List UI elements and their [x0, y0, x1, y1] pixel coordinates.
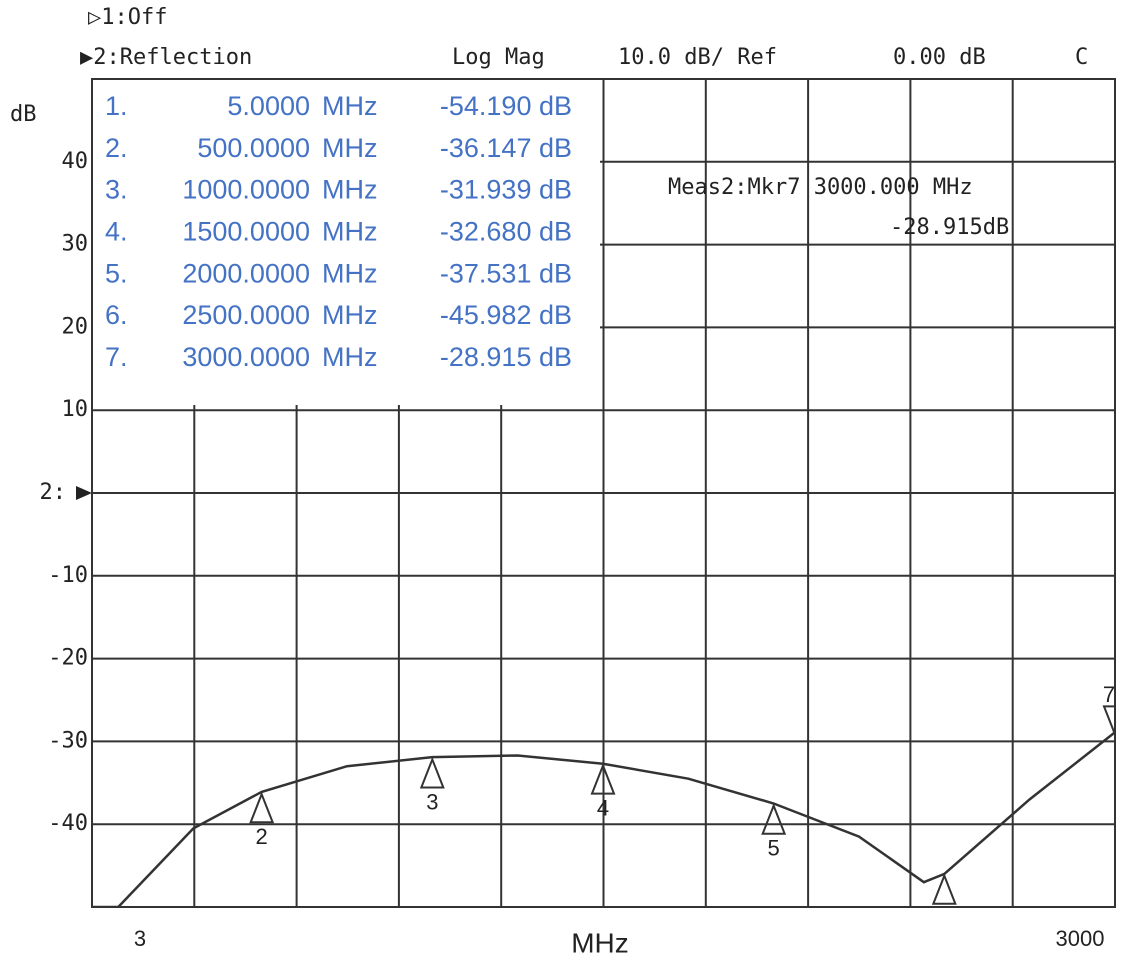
marker: [931, 872, 957, 905]
marker: [761, 803, 787, 835]
row-index: 1.: [105, 91, 128, 121]
row-index: 2.: [105, 133, 128, 163]
row-freq: 1500.0000: [182, 217, 310, 247]
x-tick-label: 3000: [1056, 926, 1105, 951]
row-level: -31.939 dB: [440, 175, 572, 205]
y-tick-label: -40: [48, 811, 88, 836]
marker: [249, 791, 275, 824]
format: Log Mag: [452, 45, 545, 70]
row-freq: 5.0000: [227, 91, 310, 121]
row-level: -28.915 dB: [440, 342, 572, 372]
row-unit: MHz: [322, 300, 378, 330]
trace1: ▷1:Off: [88, 5, 167, 30]
marker: [419, 756, 445, 789]
readout: Meas2:Mkr7 3000.000 MHz: [668, 175, 973, 200]
row-unit: MHz: [322, 91, 378, 121]
row-index: 5.: [105, 258, 128, 288]
marker-id: 7: [1103, 682, 1115, 707]
marker: [82, 944, 104, 961]
marker-id: 3: [426, 789, 438, 814]
row-unit: MHz: [322, 133, 378, 163]
readout: -28.915dB: [890, 215, 1009, 240]
ref: 0.00 dB: [893, 45, 986, 70]
row-freq: 2500.0000: [182, 300, 310, 330]
row-level: -32.680 dB: [440, 217, 572, 247]
ref-arrow: [76, 486, 92, 500]
row-index: 3.: [105, 175, 128, 205]
row-freq: 2000.0000: [182, 258, 310, 288]
marker-id: 5: [768, 836, 780, 861]
row-index: 4.: [105, 217, 128, 247]
scale: 10.0 dB/ Ref: [618, 45, 777, 70]
row-level: -54.190 dB: [440, 91, 572, 121]
y-label: dB: [10, 102, 37, 127]
table-bg: [93, 80, 600, 405]
marker-table: 1. 5.0000 MHz -54.190 dB 2. 500.0000 MHz -36.14…: [93, 80, 600, 405]
row-unit: MHz: [322, 258, 378, 288]
y-tick-label: 30: [62, 232, 89, 257]
row-freq: 1000.0000: [182, 175, 310, 205]
marker-id: 4: [597, 795, 609, 820]
y-tick-label: 2:: [40, 480, 67, 505]
row-index: 7.: [105, 342, 128, 372]
y-tick-label: -30: [48, 728, 88, 753]
marker: [590, 762, 616, 795]
row-unit: MHz: [322, 342, 378, 372]
traces: 1234567: [82, 682, 1115, 961]
row-level: -36.147 dB: [440, 133, 572, 163]
row-unit: MHz: [322, 175, 378, 205]
y-tick-label: 10: [62, 397, 89, 422]
x-label: MHz: [571, 927, 629, 958]
row-level: -37.531 dB: [440, 258, 572, 288]
marker-id: 6: [938, 906, 950, 931]
marker: [1102, 705, 1115, 738]
x-tick-label: 3: [134, 926, 146, 951]
row-freq: 3000.0000: [182, 342, 310, 372]
channel: C: [1075, 45, 1088, 70]
y-tick-label: -20: [48, 646, 88, 671]
y-tick-label: 40: [62, 149, 89, 174]
y-tick-label: -10: [48, 563, 88, 588]
y-tick-label: 20: [62, 314, 89, 339]
row-index: 6.: [105, 300, 128, 330]
marker-id: 2: [256, 824, 268, 849]
trace2: ▶2:Reflection: [80, 45, 252, 70]
row-freq: 500.0000: [197, 133, 310, 163]
row-unit: MHz: [322, 217, 378, 247]
row-level: -45.982 dB: [440, 300, 572, 330]
